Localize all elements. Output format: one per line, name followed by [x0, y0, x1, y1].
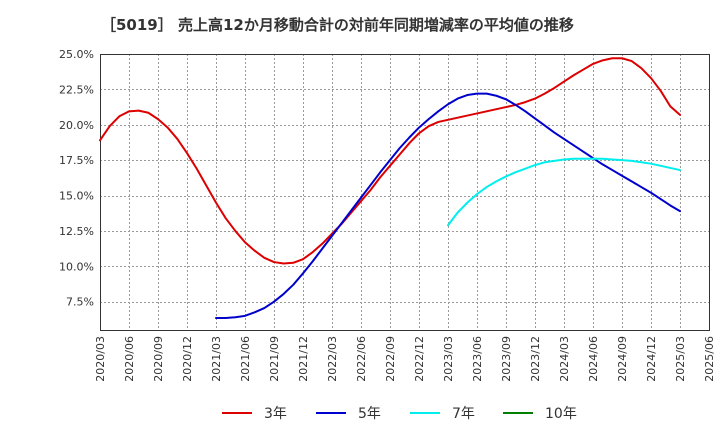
series-line-1	[99, 57, 681, 265]
x-tick-label: 2024/12	[645, 336, 658, 382]
y-tick-label: 22.5%	[59, 83, 94, 96]
x-tick-label: 2024/06	[587, 336, 600, 382]
x-tick-label: 2020/03	[94, 336, 107, 382]
x-tick-label: 2022/03	[326, 336, 339, 382]
grid-layer	[100, 54, 710, 330]
y-tick-label: 10.0%	[59, 260, 94, 273]
x-tick-label: 2023/12	[529, 336, 542, 382]
x-tick-label: 2025/03	[674, 336, 687, 382]
legend-label-1: 3年	[264, 406, 287, 422]
chart-title: ［5019］ 売上高12か月移動合計の対前年同期増減率の平均値の推移	[101, 16, 574, 34]
y-axis-tick-labels: 7.5% 10.0% 12.5% 15.0% 17.5% 20.0% 22.5% 25.0%	[59, 48, 94, 309]
y-tick-label: 15.0%	[59, 190, 94, 203]
series-line-3	[447, 157, 681, 227]
legend: 3年 5年 7年 10年	[222, 406, 577, 422]
y-tick-label: 25.0%	[59, 48, 94, 61]
x-tick-label: 2020/09	[152, 336, 165, 382]
y-tick-label: 12.5%	[59, 225, 94, 238]
x-tick-label: 2023/09	[500, 336, 513, 382]
x-axis-tick-labels: 2020/03 2020/06 2020/09 2020/12 2021/03 2021/…	[94, 336, 716, 382]
series-line-2	[215, 92, 681, 319]
legend-label-4: 10年	[545, 406, 577, 422]
plot-frame	[100, 54, 710, 331]
x-tick-label: 2023/06	[471, 336, 484, 382]
x-tick-label: 2021/12	[297, 336, 310, 382]
x-tick-label: 2021/09	[268, 336, 281, 382]
x-tick-label: 2022/12	[413, 336, 426, 382]
legend-label-2: 5年	[358, 406, 381, 422]
y-tick-label: 17.5%	[59, 154, 94, 167]
y-tick-label: 20.0%	[59, 119, 94, 132]
x-tick-label: 2024/03	[558, 336, 571, 382]
x-tick-label: 2020/06	[123, 336, 136, 382]
series-layer	[99, 57, 681, 319]
legend-label-3: 7年	[452, 406, 475, 422]
x-tick-label: 2020/12	[181, 336, 194, 382]
x-tick-label: 2023/03	[442, 336, 455, 382]
x-tick-label: 2024/09	[616, 336, 629, 382]
x-tick-label: 2021/03	[210, 336, 223, 382]
x-tick-label: 2022/09	[384, 336, 397, 382]
x-tick-label: 2025/06	[703, 336, 716, 382]
y-tick-label: 7.5%	[66, 296, 94, 309]
x-tick-label: 2021/06	[239, 336, 252, 382]
x-tick-label: 2022/06	[355, 336, 368, 382]
